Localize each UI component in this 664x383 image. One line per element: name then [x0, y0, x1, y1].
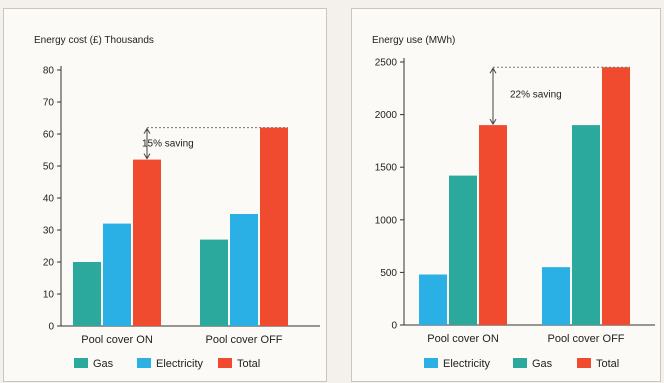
- use-bar-gas-off: [572, 125, 600, 326]
- cost-legend-label-electricity: Electricity: [156, 358, 204, 370]
- cost-category-label: Pool cover OFF: [205, 334, 282, 346]
- use-saving-arrow-head-bottom: [489, 118, 497, 126]
- use-chart-title: Energy use (MWh): [372, 35, 455, 46]
- energy-cost-chart-panel: Energy cost (£) Thousands 0 10 20 30 40 50 60 70…: [3, 8, 327, 382]
- cost-y-tick-label: 30: [43, 226, 55, 237]
- use-y-tick-label: 0: [391, 321, 397, 332]
- cost-y-tick-label: 20: [43, 258, 55, 269]
- cost-bar-gas-on: [73, 262, 101, 326]
- cost-y-tick-label: 70: [43, 98, 55, 109]
- use-y-tick-label: 2500: [375, 58, 398, 69]
- use-legend-label-total: Total: [596, 358, 619, 370]
- cost-y-tick-label: 80: [43, 66, 55, 77]
- use-category-label: Pool cover OFF: [547, 333, 624, 345]
- cost-bar-total-on: [133, 159, 161, 326]
- cost-category-label: Pool cover ON: [81, 334, 153, 346]
- cost-legend-swatch-total: [218, 358, 232, 368]
- use-legend-label-gas: Gas: [532, 358, 553, 370]
- cost-legend-swatch-electricity: [137, 358, 151, 368]
- cost-y-tick-label: 0: [48, 322, 54, 333]
- cost-y-tick-label: 40: [43, 194, 55, 205]
- cost-chart-title: Energy cost (£) Thousands: [34, 35, 154, 46]
- use-y-tick-label: 1500: [375, 163, 398, 174]
- energy-use-chart-panel: Energy use (MWh) 0 500 1000 1500 2000 2500 Pool…: [351, 8, 661, 382]
- cost-y-tick-label: 60: [43, 130, 55, 141]
- use-y-tick-label: 1000: [375, 215, 398, 226]
- cost-y-tick-label: 10: [43, 290, 55, 301]
- use-category-label: Pool cover ON: [427, 333, 499, 345]
- use-legend-swatch-total: [577, 358, 591, 368]
- use-bar-gas-on: [449, 175, 477, 325]
- cost-legend-label-total: Total: [237, 358, 260, 370]
- use-y-tick-label: 2000: [375, 110, 398, 121]
- cost-saving-label: 15% saving: [142, 139, 194, 150]
- cost-legend-swatch-gas: [74, 358, 88, 368]
- use-saving-arrow-head-top: [489, 67, 497, 74]
- cost-saving-arrow-head-bottom: [143, 153, 151, 160]
- cost-saving-arrow-head-top: [143, 127, 151, 134]
- cost-y-tick-label: 50: [43, 162, 55, 173]
- use-legend-swatch-electricity: [424, 358, 438, 368]
- cost-bar-electricity-off: [230, 214, 258, 326]
- energy-use-chart: Energy use (MWh) 0 500 1000 1500 2000 2500 Pool…: [372, 35, 655, 370]
- use-y-tick-label: 500: [380, 268, 397, 279]
- cost-bar-total-off: [260, 127, 288, 326]
- cost-bar-gas-off: [200, 239, 228, 326]
- cost-bar-electricity-on: [103, 223, 131, 326]
- use-saving-label: 22% saving: [510, 89, 562, 100]
- use-legend-label-electricity: Electricity: [443, 358, 491, 370]
- use-bar-electricity-off: [542, 267, 570, 325]
- use-legend-swatch-gas: [513, 358, 527, 368]
- use-bar-total-off: [602, 67, 630, 325]
- cost-legend-label-gas: Gas: [93, 358, 114, 370]
- use-bar-electricity-on: [419, 274, 447, 325]
- energy-cost-chart: Energy cost (£) Thousands 0 10 20 30 40 50 60 70…: [34, 35, 320, 370]
- use-bar-total-on: [479, 125, 507, 326]
